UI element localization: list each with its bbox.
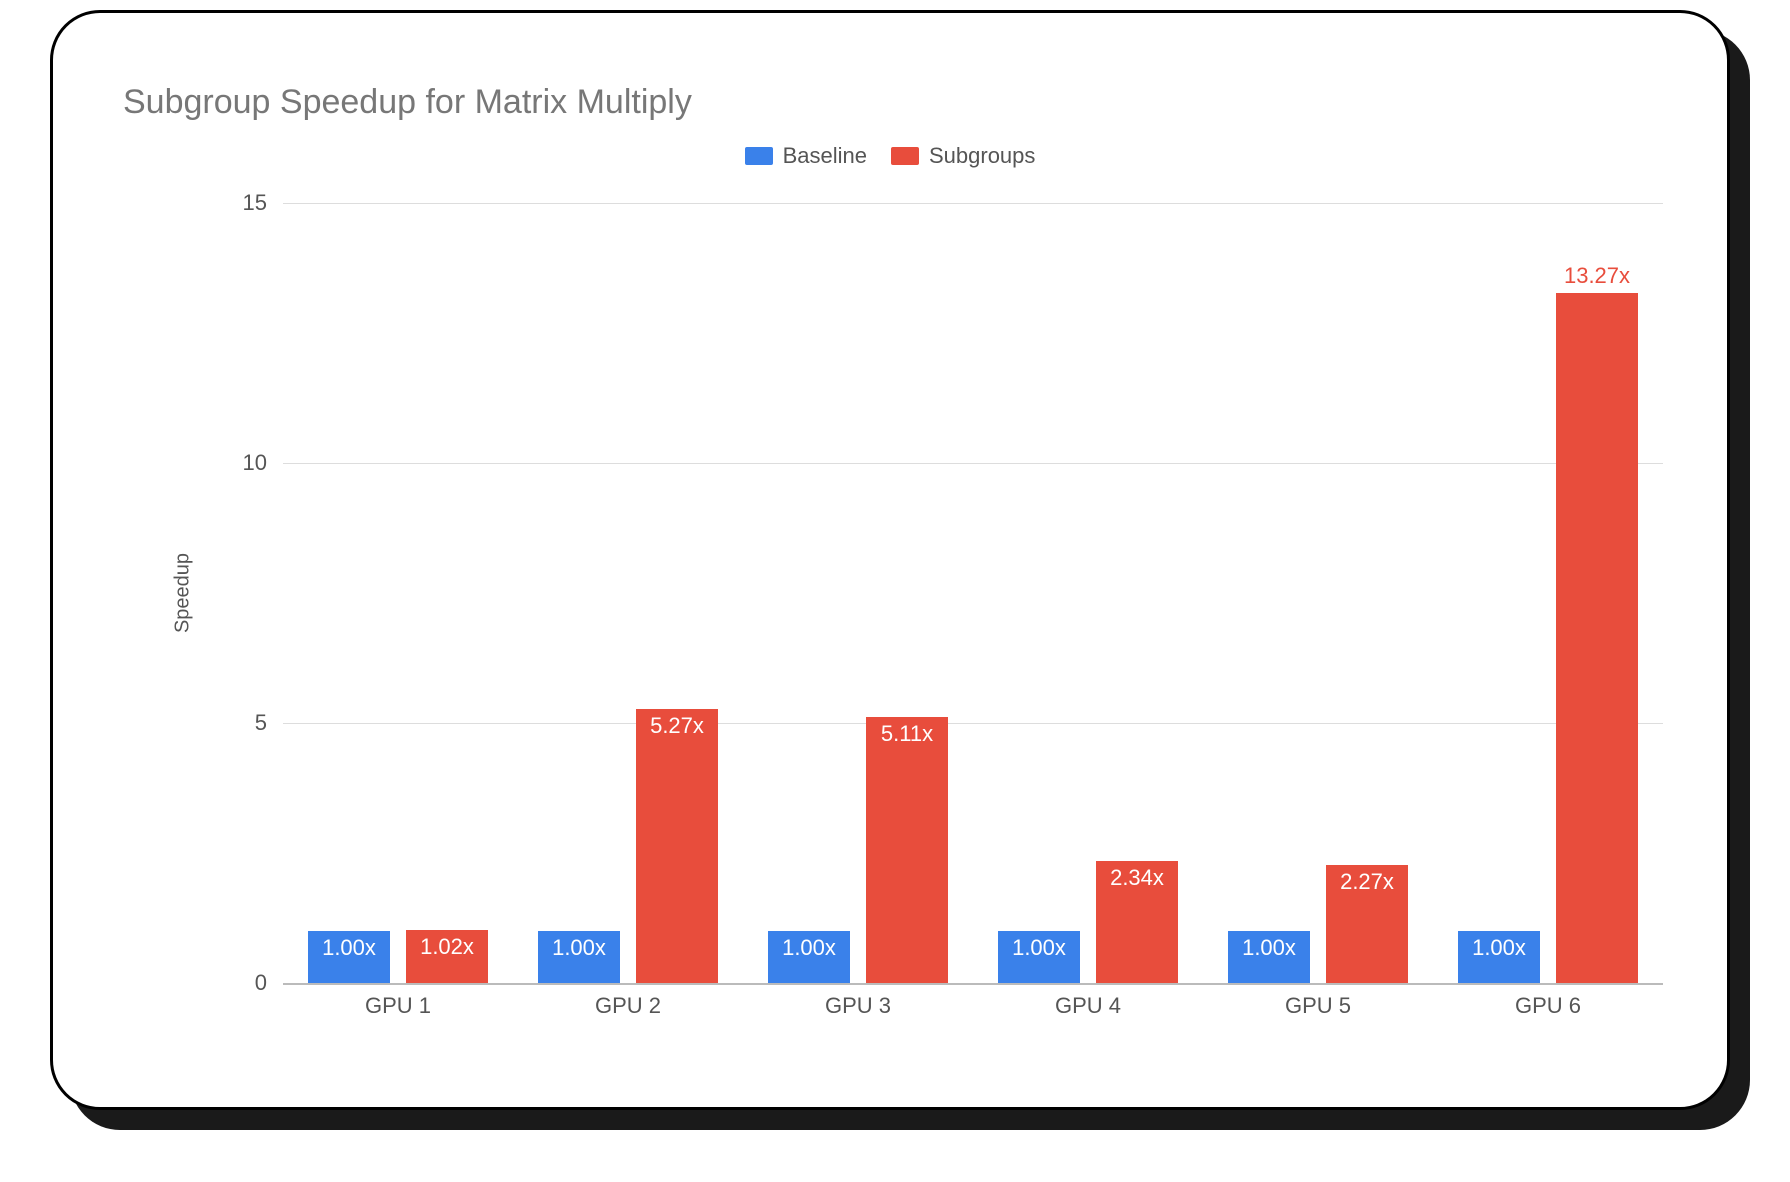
x-tick-label: GPU 3	[825, 993, 891, 1019]
gridline	[283, 463, 1663, 464]
legend-label-baseline: Baseline	[783, 143, 867, 169]
chart-title: Subgroup Speedup for Matrix Multiply	[123, 83, 692, 122]
y-tick-label: 15	[243, 190, 267, 216]
bar-value-label: 1.00x	[998, 935, 1080, 961]
y-tick-label: 10	[243, 450, 267, 476]
bar: 5.27x	[636, 709, 718, 983]
bar: 2.34x	[1096, 861, 1178, 983]
bar-value-label: 2.27x	[1326, 869, 1408, 895]
bar-value-label: 1.02x	[406, 934, 488, 960]
bar: 1.00x	[768, 931, 850, 983]
bar-value-label: 1.00x	[768, 935, 850, 961]
legend: Baseline Subgroups	[53, 143, 1727, 169]
chart-card: Subgroup Speedup for Matrix Multiply Bas…	[50, 10, 1730, 1110]
legend-item-baseline: Baseline	[745, 143, 867, 169]
legend-label-subgroups: Subgroups	[929, 143, 1035, 169]
bar: 1.00x	[1228, 931, 1310, 983]
legend-swatch-baseline	[745, 147, 773, 165]
bar: 5.11x	[866, 717, 948, 983]
y-tick-label: 5	[255, 710, 267, 736]
x-tick-label: GPU 2	[595, 993, 661, 1019]
legend-swatch-subgroups	[891, 147, 919, 165]
bar-value-label: 5.27x	[636, 713, 718, 739]
bar: 1.00x	[308, 931, 390, 983]
axis-baseline	[283, 983, 1663, 985]
bar: 1.02x	[406, 930, 488, 983]
bar-value-label: 5.11x	[866, 721, 948, 747]
bar-value-label: 1.00x	[1458, 935, 1540, 961]
gridline	[283, 203, 1663, 204]
bar: 1.00x	[1458, 931, 1540, 983]
y-axis-label: Speedup	[172, 553, 195, 633]
bar-value-label: 1.00x	[1228, 935, 1310, 961]
bar: 2.27x	[1326, 865, 1408, 983]
bar: 13.27x	[1556, 293, 1638, 983]
bar-value-label: 2.34x	[1096, 865, 1178, 891]
bar-value-label: 1.00x	[538, 935, 620, 961]
x-tick-label: GPU 6	[1515, 993, 1581, 1019]
x-tick-label: GPU 5	[1285, 993, 1351, 1019]
x-tick-label: GPU 4	[1055, 993, 1121, 1019]
legend-item-subgroups: Subgroups	[891, 143, 1035, 169]
bar: 1.00x	[998, 931, 1080, 983]
bar-value-label: 13.27x	[1556, 263, 1638, 289]
bar-value-label: 1.00x	[308, 935, 390, 961]
bar: 1.00x	[538, 931, 620, 983]
x-tick-label: GPU 1	[365, 993, 431, 1019]
gridline	[283, 723, 1663, 724]
y-tick-label: 0	[255, 970, 267, 996]
plot-area: 051015GPU 11.00x1.02xGPU 21.00x5.27xGPU …	[283, 203, 1663, 983]
